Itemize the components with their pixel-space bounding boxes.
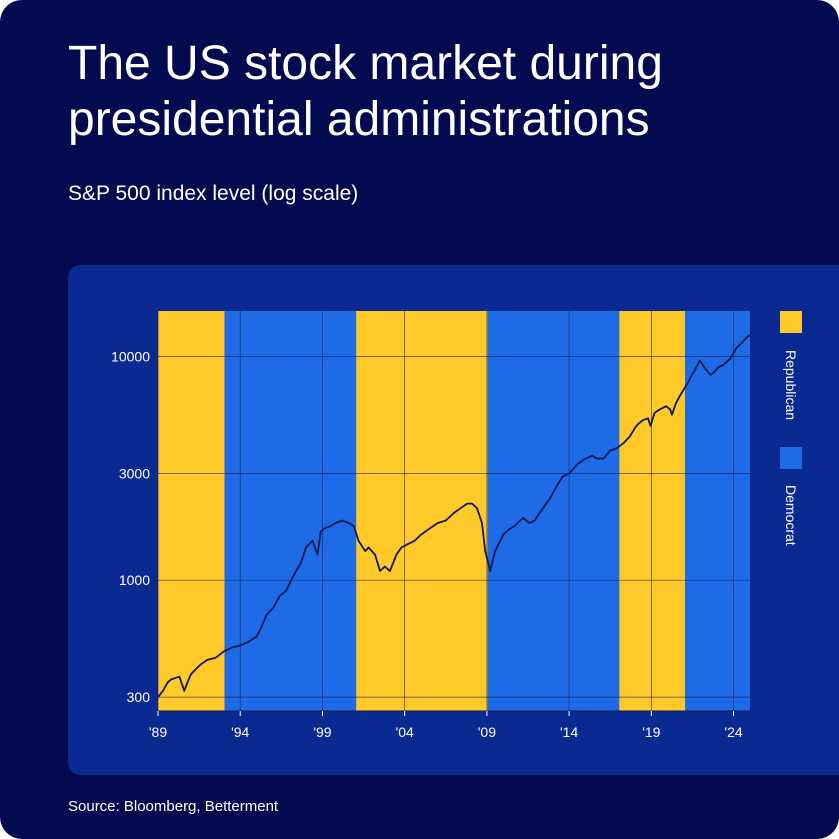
legend-swatch-republican: [780, 311, 802, 333]
y-tick-label: 10000: [111, 349, 150, 365]
sp500-line-0: [157, 334, 751, 698]
x-tick-label: '94: [231, 724, 249, 740]
x-tick-label: '14: [560, 724, 578, 740]
band-democrat-1: [224, 311, 357, 711]
x-axis-ticks: '89 '94 '99 '04 '09 '14 '19 '24: [149, 711, 743, 740]
legend: Republican Democrat: [780, 311, 802, 546]
chart-subtitle: S&P 500 index level (log scale): [68, 182, 359, 205]
band-republican-2: [356, 311, 488, 711]
administration-bands: [158, 311, 750, 711]
y-tick-label: 300: [127, 689, 151, 705]
band-democrat-3: [487, 311, 620, 711]
legend-label-democrat: Democrat: [783, 485, 799, 546]
x-tick-label: '19: [642, 724, 660, 740]
band-republican-0: [158, 311, 225, 711]
x-tick-label: '24: [724, 724, 742, 740]
y-tick-label: 3000: [119, 466, 150, 482]
page-title: The US stock market during presidential …: [68, 37, 663, 146]
x-tick-label: '09: [478, 724, 496, 740]
band-republican-4: [619, 311, 686, 711]
source-note: Source: Bloomberg, Betterment: [68, 798, 279, 815]
legend-swatch-democrat: [780, 447, 802, 469]
y-axis-ticks: 300 1000 3000 10000: [111, 349, 150, 705]
x-tick-label: '99: [313, 724, 331, 740]
x-tick-label: '89: [149, 724, 167, 740]
y-tick-label: 1000: [119, 572, 150, 588]
series-layer: [157, 334, 751, 698]
legend-label-republican: Republican: [783, 350, 799, 420]
band-democrat-5: [685, 311, 750, 711]
x-tick-label: '04: [396, 724, 414, 740]
